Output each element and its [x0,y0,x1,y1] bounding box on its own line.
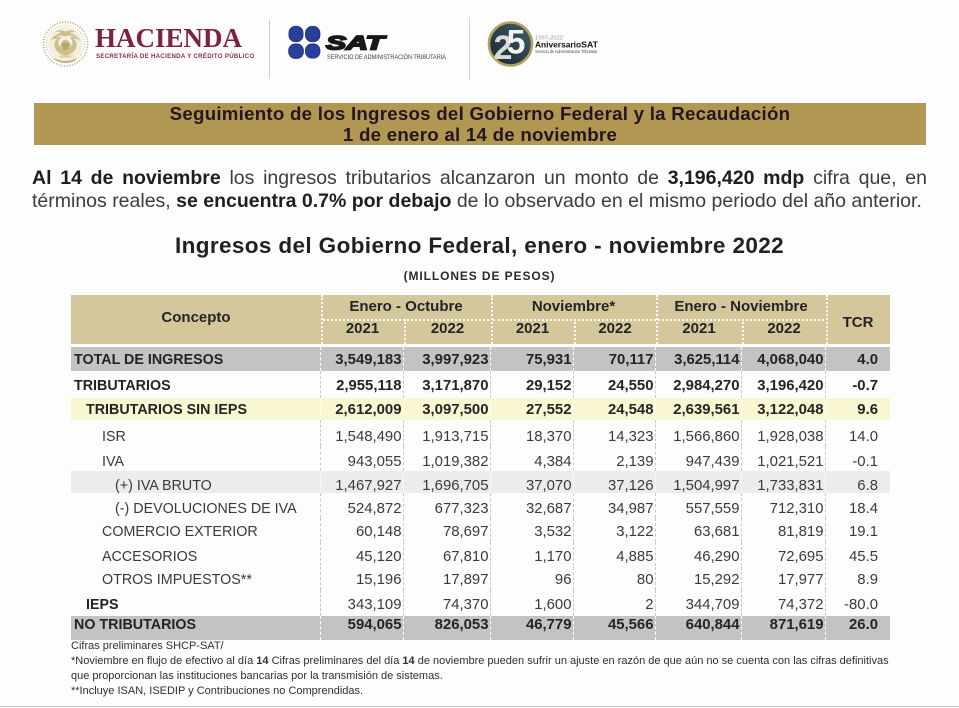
svg-text:5: 5 [507,24,526,62]
svg-text:2: 2 [494,29,513,67]
svg-text:Servicio de Administración Tri: Servicio de Administración Tributaria [535,49,598,54]
svg-text:SAT: SAT [326,34,386,55]
svg-text:1997-2022: 1997-2022 [535,36,563,42]
svg-text:SERVICIO DE ADMINISTRACIÓN TRI: SERVICIO DE ADMINISTRACIÓN TRIBUTARIA [327,54,447,61]
